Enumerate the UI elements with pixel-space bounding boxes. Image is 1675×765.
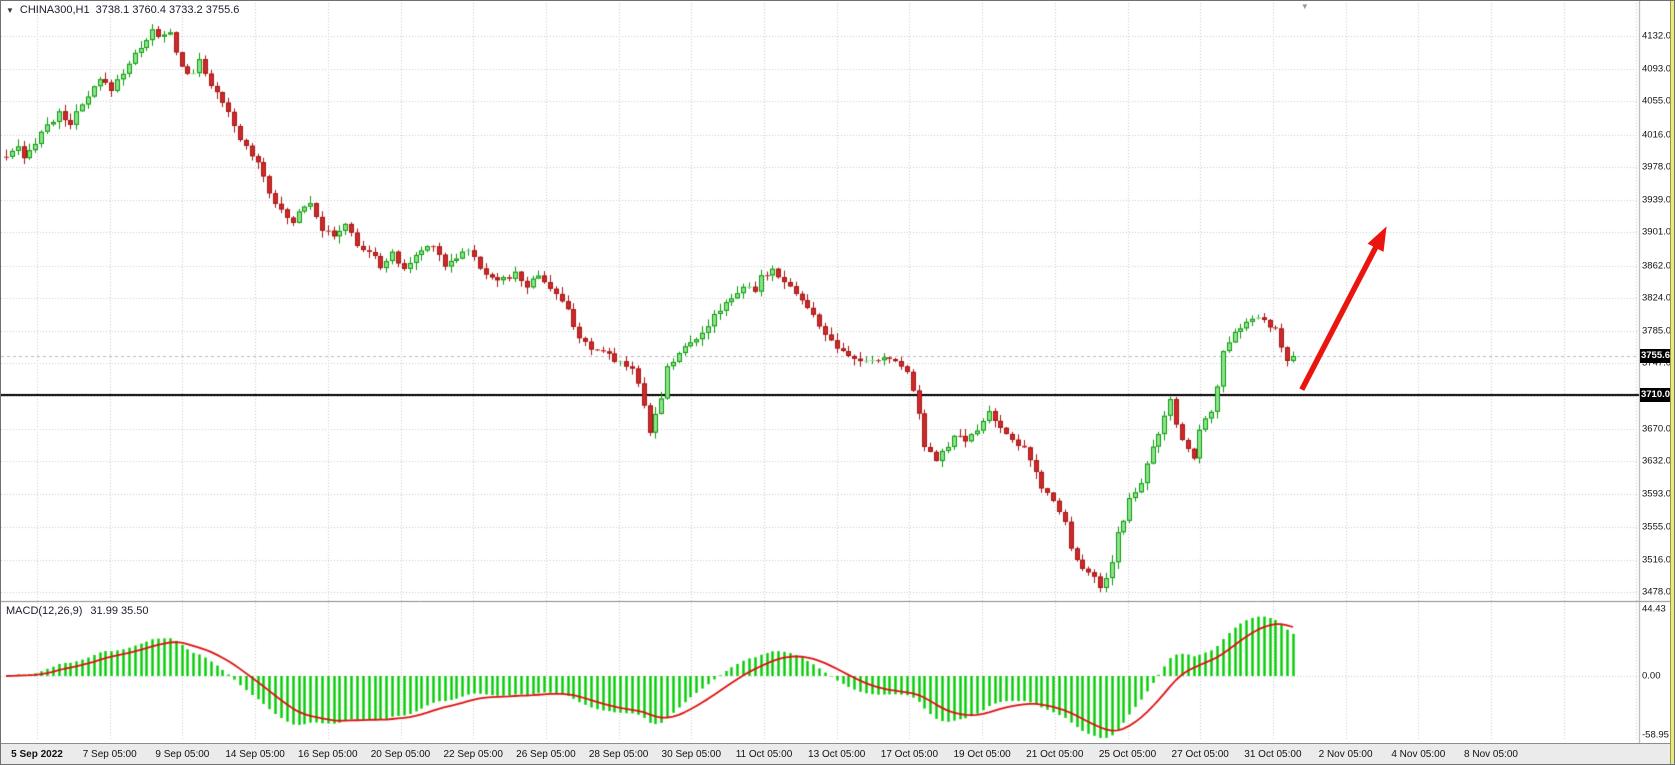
macd-axis-label: 0.00	[1642, 670, 1661, 682]
price-axis-label: 4016.0	[1642, 129, 1672, 141]
symbol-period: CHINA300,H1	[19, 4, 90, 16]
price-axis-label: 4055.0	[1642, 95, 1672, 107]
time-axis-label: 19 Oct 05:00	[953, 749, 1011, 760]
time-axis-label: 20 Sep 05:00	[370, 749, 431, 760]
time-axis-label: 2 Nov 05:00	[1318, 749, 1373, 760]
macd-axis-label: -58.95	[1642, 729, 1669, 741]
price-axis-label: 4132.0	[1642, 30, 1672, 42]
time-axis-label: 9 Sep 05:00	[155, 749, 210, 760]
price-chart-canvas[interactable]	[1, 1, 1674, 743]
price-axis-label: 3555.0	[1642, 521, 1672, 533]
price-axis-label: 4093.0	[1642, 63, 1672, 75]
chart-shift-marker-icon[interactable]: ▼	[1300, 2, 1309, 11]
time-axis-label: 14 Sep 05:00	[225, 749, 285, 760]
time-axis-label: 25 Oct 05:00	[1098, 749, 1157, 760]
price-axis-label: 3478.0	[1642, 586, 1672, 598]
time-axis-label: 16 Sep 05:00	[298, 749, 358, 760]
price-axis-label: 3632.0	[1642, 455, 1672, 467]
price-axis-label: 3978.0	[1642, 161, 1672, 173]
time-axis-label: 5 Sep 2022	[11, 749, 63, 760]
time-axis-label: 30 Sep 05:00	[661, 749, 722, 760]
right-edge-strip	[1670, 1, 1674, 764]
price-axis-label: 3670.0	[1642, 423, 1672, 435]
price-axis-label: 3901.0	[1642, 226, 1672, 238]
symbol-dropdown-icon[interactable]: ▼	[6, 5, 14, 15]
time-axis-label: 11 Oct 05:00	[735, 749, 793, 760]
time-axis-label: 4 Nov 05:00	[1391, 749, 1446, 760]
ohlc-values: 3738.1 3760.4 3733.2 3755.6	[95, 4, 240, 16]
macd-indicator-label: MACD(12,26,9) 31.99 35.50	[6, 605, 149, 617]
price-axis-label: 3516.0	[1642, 554, 1672, 566]
price-axis-label: 3862.0	[1642, 260, 1672, 272]
time-axis[interactable]: 5 Sep 2022 7 Sep 05:00 9 Sep 05:00 14 Sep 0…	[1, 743, 1674, 764]
time-axis-label: 13 Oct 05:00	[808, 749, 866, 760]
time-axis-label: 28 Sep 05:00	[588, 749, 649, 760]
macd-axis-label: 44.43	[1642, 603, 1666, 615]
bid-price-badge: 3755.6	[1640, 348, 1671, 363]
time-axis-label: 21 Oct 05:00	[1026, 749, 1084, 760]
macd-title: MACD(12,26,9)	[6, 605, 83, 617]
price-axis-label: 3939.0	[1642, 194, 1672, 206]
price-axis-label: 3593.0	[1642, 488, 1672, 500]
price-axis-label: 3747.0	[1642, 357, 1672, 369]
time-axis-label: 8 Nov 05:00	[1464, 749, 1518, 760]
price-axis-label: 3785.0	[1642, 325, 1672, 337]
price-axis-label: 3824.0	[1642, 292, 1672, 304]
time-axis-label: 31 Oct 05:00	[1244, 749, 1302, 760]
time-axis-label: 7 Sep 05:00	[82, 749, 137, 760]
symbol-ohlc-info: ▼ CHINA300,H1 3738.1 3760.4 3733.2 3755.…	[6, 4, 239, 16]
time-axis-label: 22 Sep 05:00	[443, 749, 503, 760]
hline-price-badge: 3710.0	[1640, 387, 1671, 402]
time-axis-label: 17 Oct 05:00	[880, 749, 939, 760]
time-axis-label: 27 Oct 05:00	[1171, 749, 1229, 760]
macd-values: 31.99 35.50	[90, 605, 149, 617]
time-axis-label: 26 Sep 05:00	[516, 749, 576, 760]
